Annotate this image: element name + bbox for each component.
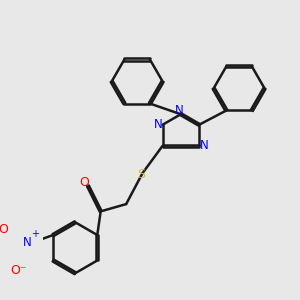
Text: N: N (23, 236, 32, 249)
Text: S: S (137, 169, 145, 182)
Text: N: N (153, 118, 162, 131)
Text: O: O (0, 223, 8, 236)
Text: N: N (200, 140, 208, 152)
Text: +: + (31, 229, 39, 239)
Text: N: N (175, 104, 183, 117)
Text: O: O (80, 176, 89, 189)
Text: O⁻: O⁻ (10, 264, 27, 277)
